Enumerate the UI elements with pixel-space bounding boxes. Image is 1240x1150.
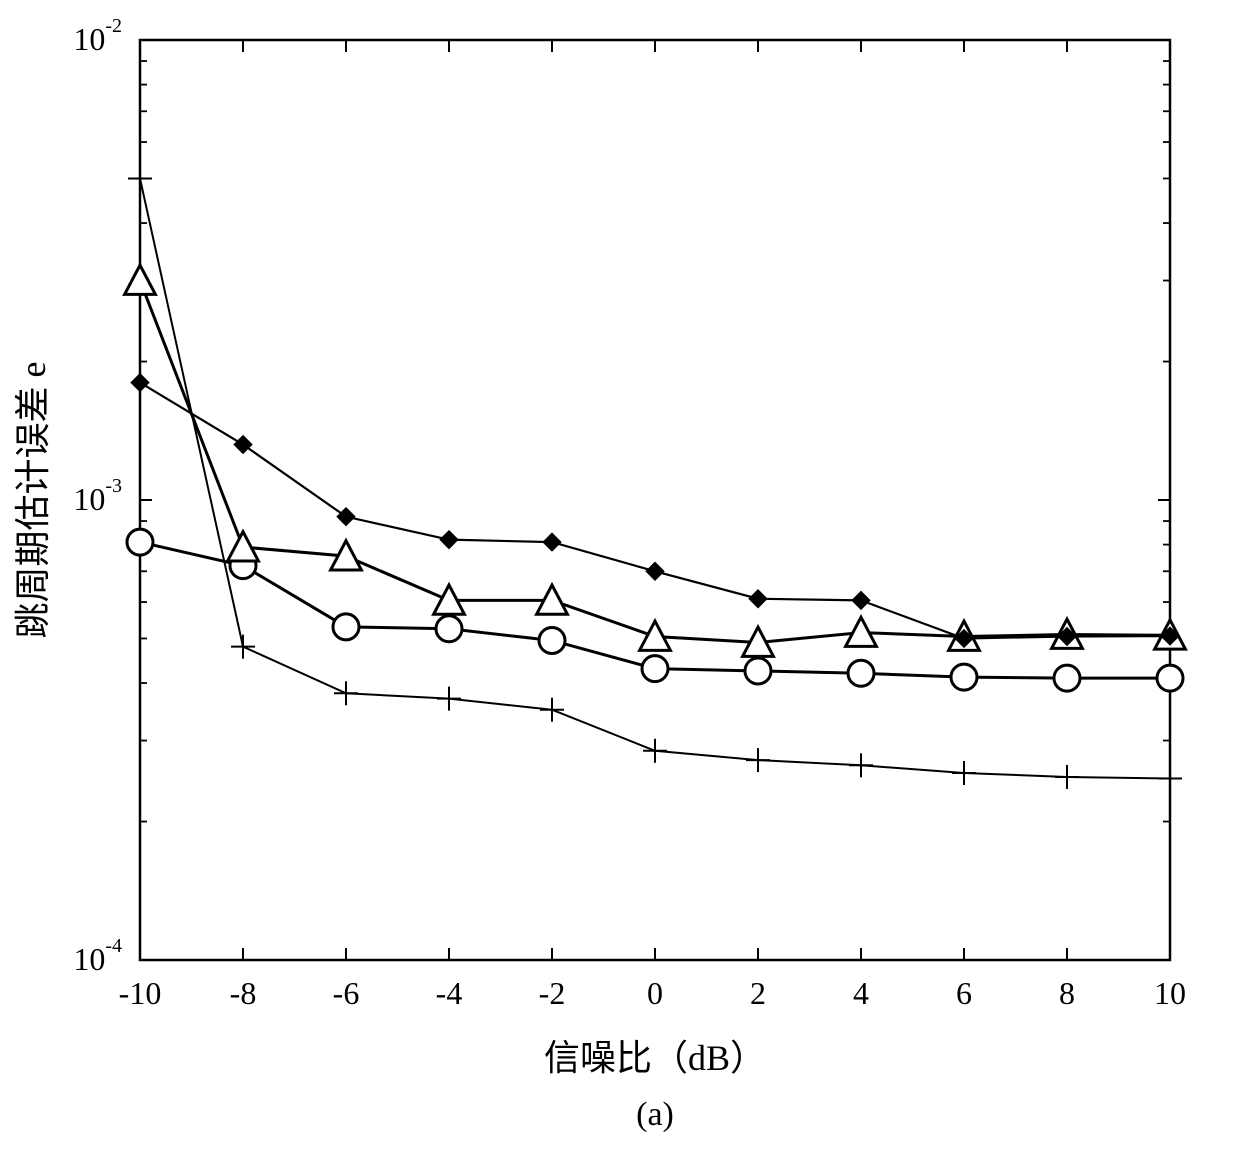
y-tick-label: 10-2 xyxy=(73,15,122,57)
y-axis-label: 跳周期估计误差 e xyxy=(13,362,53,639)
x-tick-label: 4 xyxy=(853,975,869,1011)
x-tick-label: 2 xyxy=(750,975,766,1011)
x-tick-label: -8 xyxy=(230,975,257,1011)
x-tick-label: -10 xyxy=(119,975,162,1011)
x-tick-label: 8 xyxy=(1059,975,1075,1011)
chart-container: -10 -8 -6 -4 -2 0 2 4 6 8 10 10-4 10-3 10-2 信噪比（dB） (a)… xyxy=(0,0,1240,1150)
x-tick-label: 0 xyxy=(647,975,663,1011)
x-tick-label: -2 xyxy=(539,975,566,1011)
x-tick-label: -4 xyxy=(436,975,463,1011)
x-tick-label: 6 xyxy=(956,975,972,1011)
y-tick-label: 10-3 xyxy=(73,475,122,517)
line-chart: -10 -8 -6 -4 -2 0 2 4 6 8 10 10-4 10-3 10-2 信噪比（dB） (a)… xyxy=(0,0,1240,1150)
x-tick-label: 10 xyxy=(1154,975,1186,1011)
chart-caption: (a) xyxy=(636,1096,674,1133)
x-axis-label: 信噪比（dB） xyxy=(544,1038,766,1078)
y-tick-label: 10-4 xyxy=(73,935,122,977)
x-tick-label: -6 xyxy=(333,975,360,1011)
